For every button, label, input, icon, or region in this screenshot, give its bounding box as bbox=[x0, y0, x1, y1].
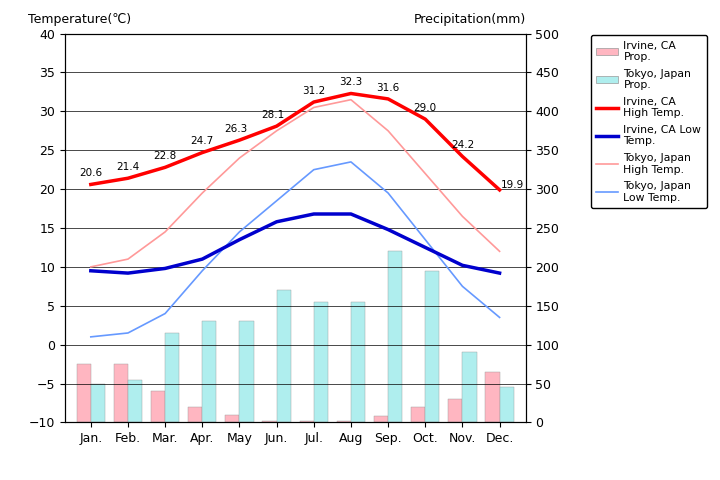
Bar bbox=[485, 372, 500, 422]
Text: 24.2: 24.2 bbox=[451, 140, 474, 150]
Text: 21.4: 21.4 bbox=[117, 162, 140, 172]
Text: Precipitation(mm): Precipitation(mm) bbox=[413, 13, 526, 26]
Text: 24.7: 24.7 bbox=[191, 136, 214, 146]
Text: Temperature(℃): Temperature(℃) bbox=[28, 13, 131, 26]
Bar bbox=[202, 321, 217, 422]
Bar bbox=[426, 271, 439, 422]
Bar bbox=[276, 290, 291, 422]
Bar bbox=[165, 333, 179, 422]
Bar bbox=[188, 407, 202, 422]
Text: 20.6: 20.6 bbox=[79, 168, 102, 178]
Text: 29.0: 29.0 bbox=[414, 103, 437, 113]
Bar bbox=[351, 302, 365, 422]
Bar bbox=[388, 252, 402, 422]
Bar bbox=[77, 364, 91, 422]
Bar bbox=[462, 352, 477, 422]
Text: 22.8: 22.8 bbox=[153, 151, 177, 161]
Bar bbox=[411, 407, 426, 422]
Bar bbox=[240, 321, 253, 422]
Text: 31.6: 31.6 bbox=[377, 83, 400, 93]
Text: 32.3: 32.3 bbox=[339, 77, 363, 87]
Bar bbox=[151, 391, 165, 422]
Text: 26.3: 26.3 bbox=[224, 124, 248, 134]
Bar bbox=[314, 302, 328, 422]
Bar bbox=[128, 380, 142, 422]
Bar bbox=[225, 415, 240, 422]
Bar bbox=[500, 387, 513, 422]
Bar bbox=[114, 364, 128, 422]
Bar bbox=[300, 421, 314, 422]
Text: 28.1: 28.1 bbox=[261, 110, 284, 120]
Text: 19.9: 19.9 bbox=[501, 180, 524, 190]
Bar bbox=[263, 421, 276, 422]
Bar bbox=[91, 384, 105, 422]
Bar bbox=[374, 416, 388, 422]
Legend: Irvine, CA
Prop., Tokyo, Japan
Prop., Irvine, CA
High Temp., Irvine, CA Low
Temp: Irvine, CA Prop., Tokyo, Japan Prop., Ir… bbox=[591, 35, 707, 208]
Text: 31.2: 31.2 bbox=[302, 86, 325, 96]
Bar bbox=[337, 421, 351, 422]
Bar bbox=[449, 399, 462, 422]
